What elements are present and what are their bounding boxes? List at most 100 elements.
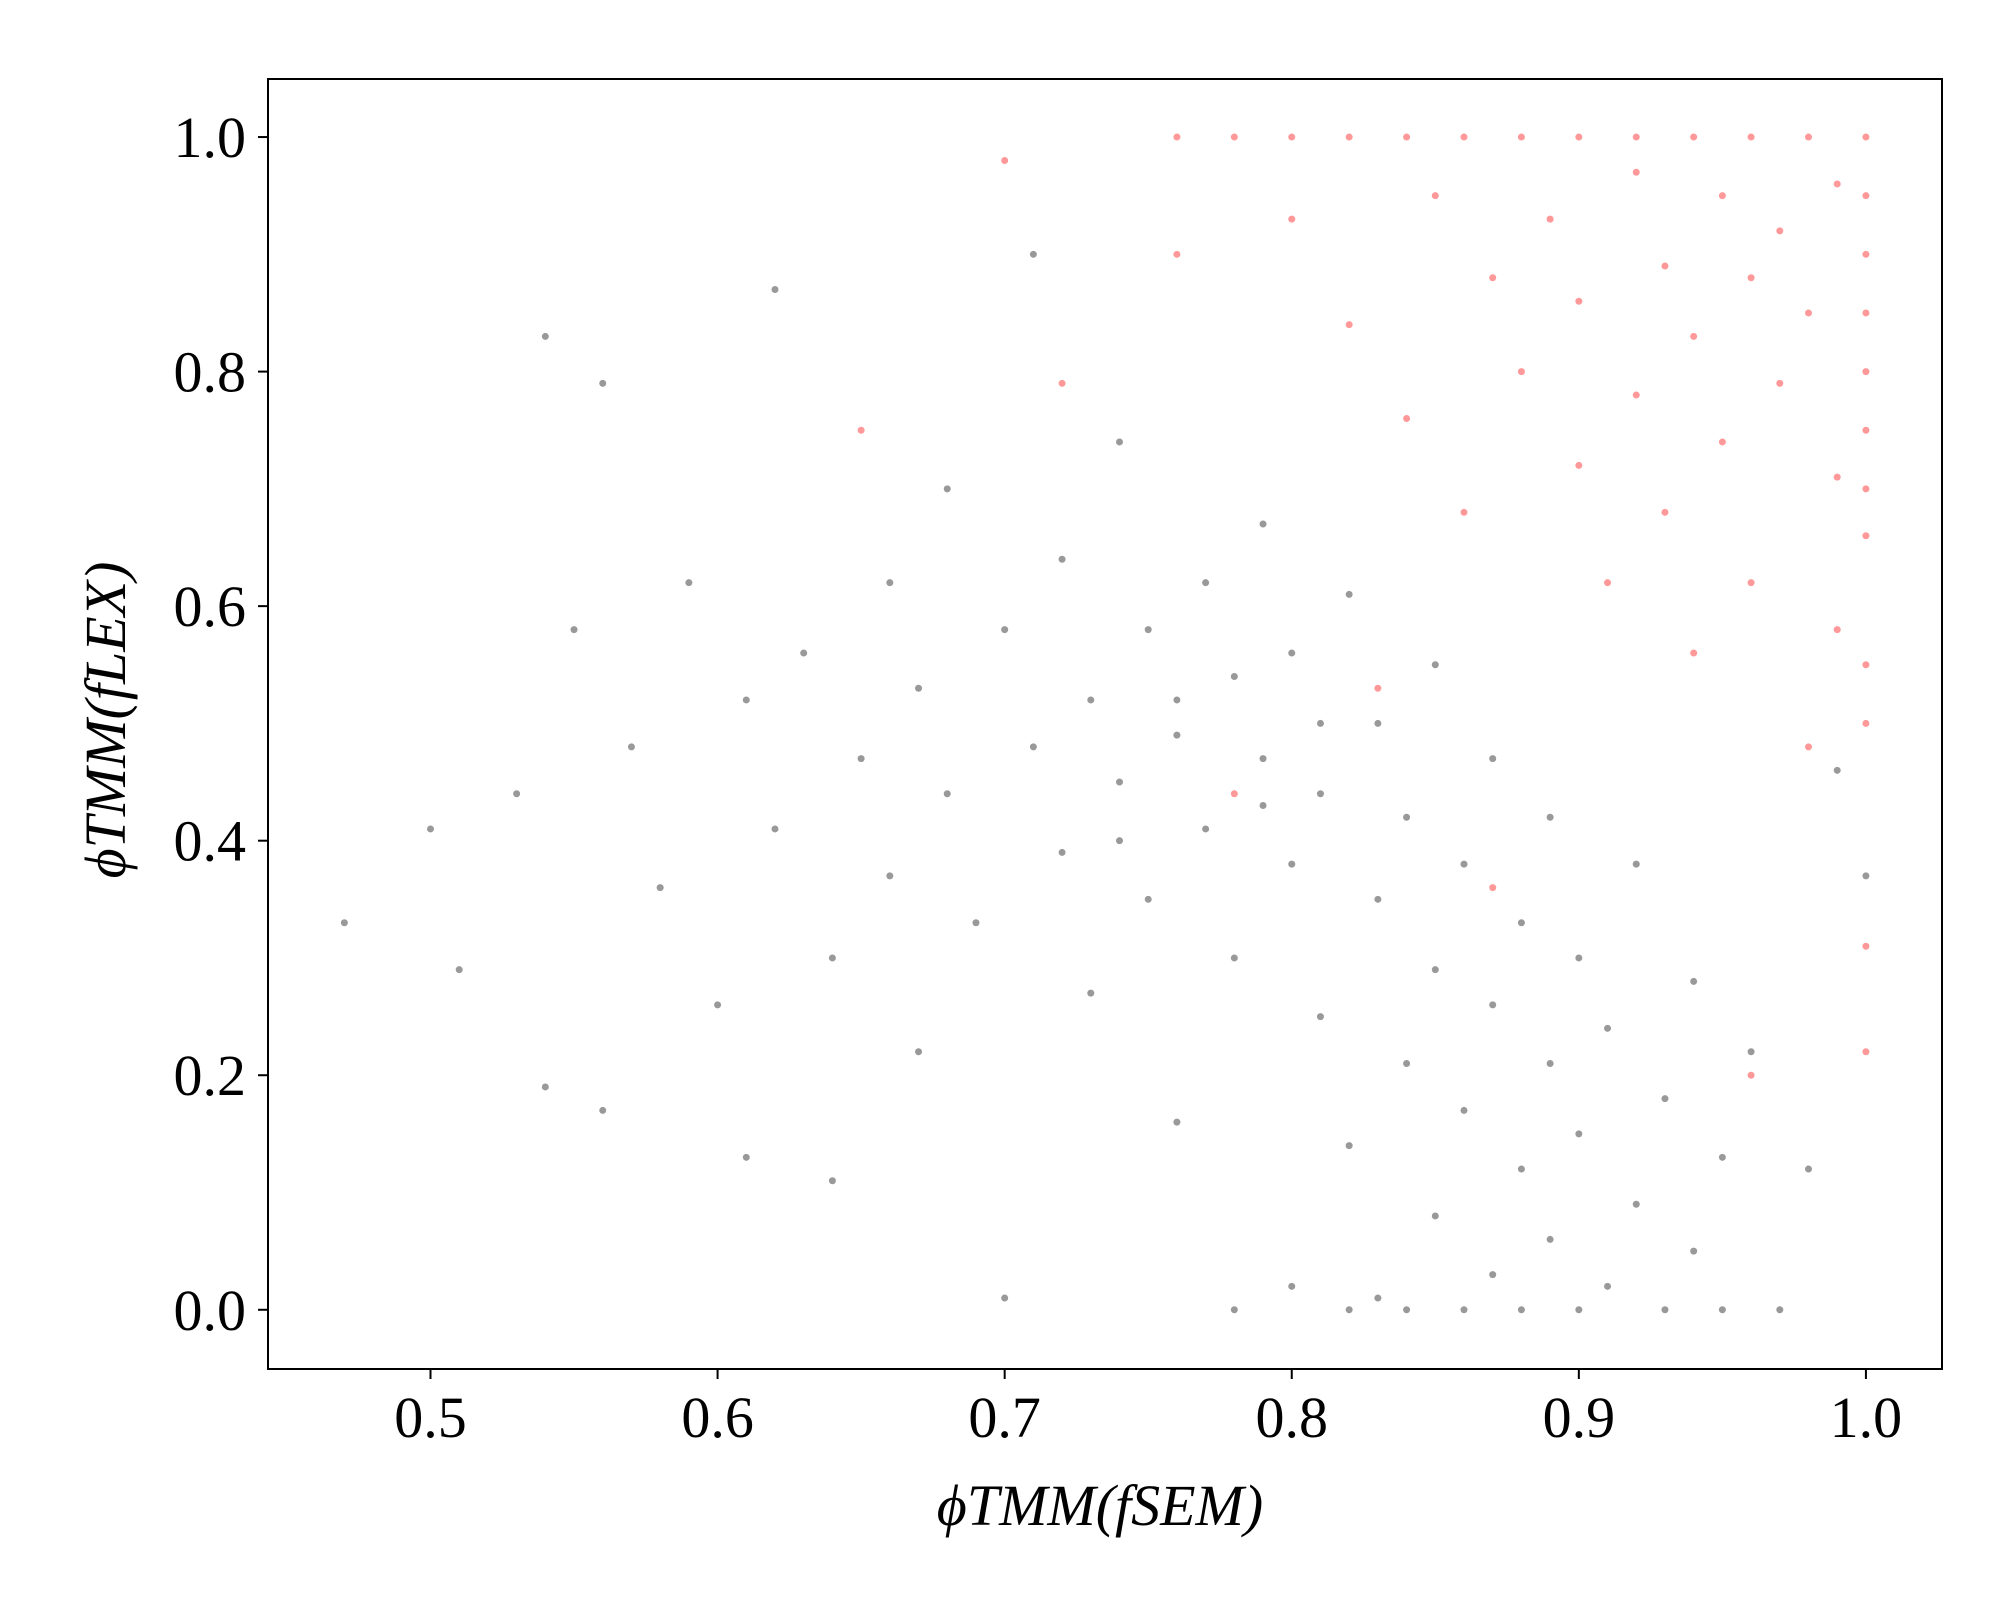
y-tick-label: 0.0 xyxy=(174,1278,247,1343)
x-tick-label: 0.7 xyxy=(968,1385,1041,1450)
point xyxy=(1460,133,1468,141)
y-tick-label: 0.6 xyxy=(174,574,247,639)
point xyxy=(800,649,808,657)
point xyxy=(1632,133,1640,141)
point xyxy=(1144,895,1152,903)
point xyxy=(1029,250,1037,258)
point xyxy=(1489,755,1497,763)
point xyxy=(1517,133,1525,141)
point xyxy=(541,332,549,340)
point xyxy=(1776,227,1784,235)
point xyxy=(1747,579,1755,587)
point xyxy=(1690,649,1698,657)
point xyxy=(1087,696,1095,704)
point xyxy=(1862,250,1870,258)
point xyxy=(455,966,463,974)
point xyxy=(943,790,951,798)
point xyxy=(570,626,578,634)
point xyxy=(1862,719,1870,727)
point xyxy=(1862,368,1870,376)
point xyxy=(1517,1306,1525,1314)
point xyxy=(1460,508,1468,516)
point xyxy=(1604,1024,1612,1032)
point xyxy=(1489,1271,1497,1279)
point xyxy=(1690,133,1698,141)
point xyxy=(1001,157,1009,165)
point xyxy=(1058,379,1066,387)
point xyxy=(1690,332,1698,340)
point xyxy=(943,485,951,493)
point xyxy=(1805,1165,1813,1173)
x-axis-label: ϕTMM(fSEM) xyxy=(937,1473,1263,1538)
point xyxy=(1517,1165,1525,1173)
point xyxy=(1517,919,1525,927)
point xyxy=(1632,860,1640,868)
point xyxy=(1460,1106,1468,1114)
point xyxy=(1575,133,1583,141)
point xyxy=(1316,790,1324,798)
point xyxy=(685,579,693,587)
point xyxy=(1403,1306,1411,1314)
point xyxy=(1202,825,1210,833)
point xyxy=(1431,192,1439,200)
point xyxy=(1173,731,1181,739)
point xyxy=(886,872,894,880)
point xyxy=(1661,508,1669,516)
point xyxy=(771,286,779,294)
point xyxy=(1115,438,1123,446)
point xyxy=(1288,649,1296,657)
point xyxy=(1661,262,1669,270)
point xyxy=(1604,1282,1612,1290)
point xyxy=(513,790,521,798)
point xyxy=(915,684,923,692)
point xyxy=(1546,1235,1554,1243)
y-tick-label: 0.4 xyxy=(174,809,247,874)
point xyxy=(1431,661,1439,669)
point xyxy=(1115,837,1123,845)
point xyxy=(1115,778,1123,786)
point xyxy=(1259,755,1267,763)
point xyxy=(1259,520,1267,528)
point xyxy=(1862,309,1870,317)
point xyxy=(915,1048,923,1056)
point xyxy=(742,696,750,704)
point xyxy=(1431,966,1439,974)
point xyxy=(1144,626,1152,634)
point xyxy=(1316,1013,1324,1021)
point xyxy=(426,825,434,833)
point xyxy=(1230,790,1238,798)
point xyxy=(1431,1212,1439,1220)
point xyxy=(1288,133,1296,141)
point xyxy=(1632,1200,1640,1208)
point xyxy=(1173,1118,1181,1126)
point xyxy=(1747,133,1755,141)
point xyxy=(627,743,635,751)
point xyxy=(1288,1282,1296,1290)
point xyxy=(1805,309,1813,317)
point xyxy=(1661,1306,1669,1314)
point xyxy=(886,579,894,587)
point xyxy=(1546,813,1554,821)
point xyxy=(714,1001,722,1009)
x-tick-label: 0.9 xyxy=(1543,1385,1616,1450)
point xyxy=(1805,133,1813,141)
point xyxy=(1546,1060,1554,1068)
point xyxy=(1661,1095,1669,1103)
point xyxy=(1173,696,1181,704)
point xyxy=(828,954,836,962)
point xyxy=(1345,590,1353,598)
point xyxy=(1805,743,1813,751)
point xyxy=(1747,274,1755,282)
point xyxy=(857,755,865,763)
y-axis-label: ϕTMM(fLEX) xyxy=(73,562,138,879)
point xyxy=(771,825,779,833)
point xyxy=(1058,848,1066,856)
point xyxy=(1747,1071,1755,1079)
point xyxy=(1862,532,1870,540)
x-tick-label: 1.0 xyxy=(1830,1385,1903,1450)
point xyxy=(1460,860,1468,868)
point xyxy=(1690,977,1698,985)
point xyxy=(656,884,664,892)
